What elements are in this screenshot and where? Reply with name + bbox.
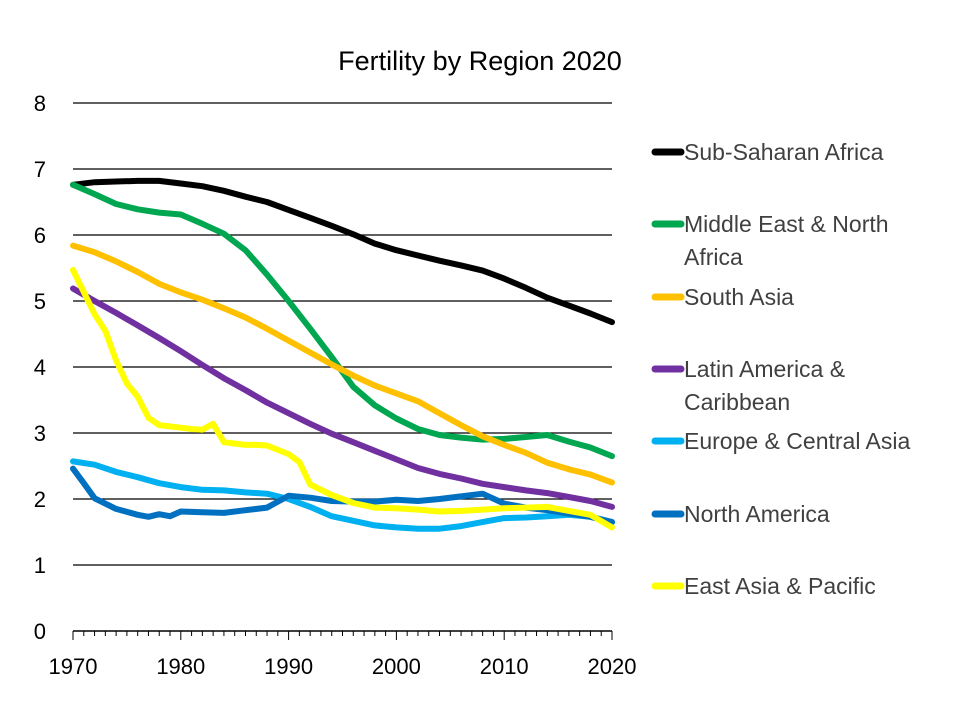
legend-label-latin-america-caribbean: Latin America & xyxy=(684,356,845,382)
series-line-north-america xyxy=(70,465,615,526)
legend-label-sub-saharan-africa: Sub-Saharan Africa xyxy=(684,139,884,165)
x-tick-label: 2000 xyxy=(372,654,421,679)
legend-label-middle-east-north-africa: Middle East & North xyxy=(684,211,889,237)
x-tick-label: 1970 xyxy=(49,654,98,679)
series-line-latin-america-caribbean xyxy=(70,285,615,510)
legend-label-middle-east-north-africa: Africa xyxy=(684,244,743,270)
gridlines xyxy=(73,102,612,566)
y-tick-label: 3 xyxy=(34,421,46,446)
y-tick-label: 2 xyxy=(34,487,46,512)
y-tick-label: 4 xyxy=(34,355,46,380)
y-tick-label: 5 xyxy=(34,289,46,314)
y-tick-label: 7 xyxy=(34,157,46,182)
y-tick-label: 0 xyxy=(34,619,46,644)
series-line-sub-saharan-africa xyxy=(70,177,615,326)
x-axis-ticks: 1970 1980 1990 2000 2010 2020 xyxy=(49,631,637,679)
legend-label-east-asia-pacific: East Asia & Pacific xyxy=(684,573,876,599)
series-line-south-asia xyxy=(70,242,615,486)
series-line-europe-central-asia xyxy=(70,458,615,532)
series-lines xyxy=(70,177,615,532)
legend-label-north-america: North America xyxy=(684,501,830,527)
y-tick-label: 1 xyxy=(34,553,46,578)
legend-label-latin-america-caribbean: Caribbean xyxy=(684,389,790,415)
x-tick-label: 2010 xyxy=(480,654,529,679)
x-tick-label: 1980 xyxy=(156,654,205,679)
series-line-east-asia-pacific xyxy=(70,267,615,531)
legend: Sub-Saharan Africa Middle East & North Afr… xyxy=(651,139,911,599)
y-axis-ticks: 0 1 2 3 4 5 6 7 8 xyxy=(34,91,46,644)
chart-title: Fertility by Region 2020 xyxy=(338,46,622,76)
legend-label-south-asia: South Asia xyxy=(684,284,794,310)
legend-label-europe-central-asia: Europe & Central Asia xyxy=(684,428,911,454)
y-tick-label: 6 xyxy=(34,223,46,248)
series-line-middle-east-north-africa xyxy=(70,181,615,460)
x-tick-label: 2020 xyxy=(588,654,637,679)
y-tick-label: 8 xyxy=(34,91,46,116)
x-tick-label: 1990 xyxy=(264,654,313,679)
